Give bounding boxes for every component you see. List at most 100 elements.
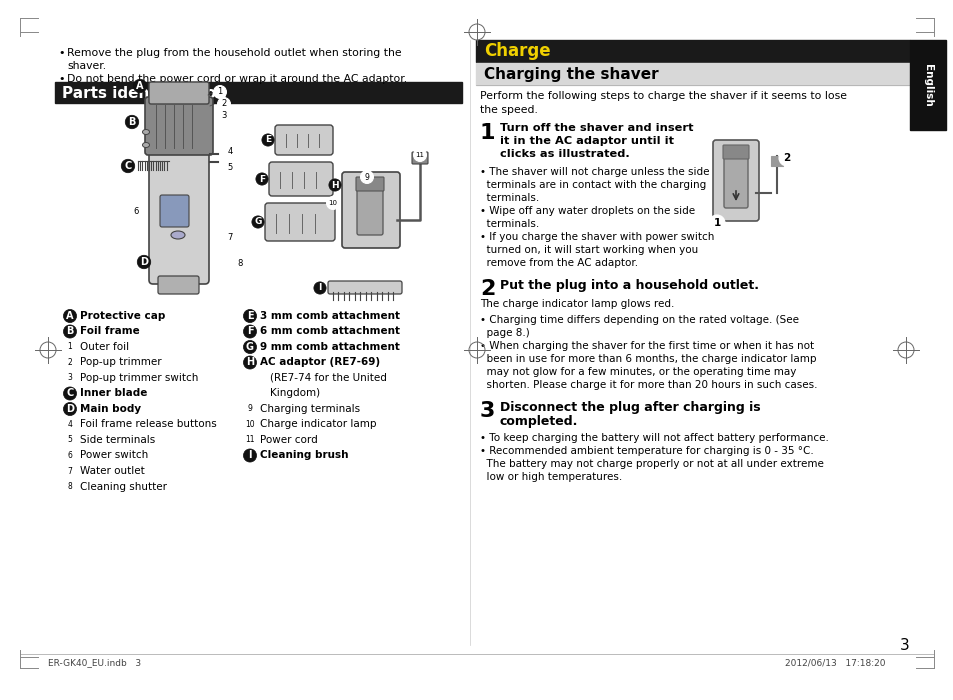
Text: ER-GK40_EU.indb   3: ER-GK40_EU.indb 3 xyxy=(48,659,141,668)
Text: • To keep charging the battery will not affect battery performance.: • To keep charging the battery will not … xyxy=(479,433,828,443)
Text: 5: 5 xyxy=(227,162,233,172)
Text: I: I xyxy=(248,451,252,461)
Text: E: E xyxy=(265,136,271,144)
Text: G: G xyxy=(254,218,261,227)
Bar xyxy=(55,82,461,103)
Text: 6 mm comb attachment: 6 mm comb attachment xyxy=(260,326,399,337)
Circle shape xyxy=(213,85,226,99)
FancyBboxPatch shape xyxy=(341,172,399,248)
Text: C: C xyxy=(124,161,132,171)
Text: 1: 1 xyxy=(713,218,720,228)
Text: 4: 4 xyxy=(68,420,72,429)
Text: completed.: completed. xyxy=(499,415,578,428)
FancyBboxPatch shape xyxy=(149,146,209,284)
FancyBboxPatch shape xyxy=(160,195,189,227)
Text: Remove the plug from the household outlet when storing the: Remove the plug from the household outle… xyxy=(67,48,401,58)
Text: been in use for more than 6 months, the charge indicator lamp: been in use for more than 6 months, the … xyxy=(479,354,816,364)
Ellipse shape xyxy=(171,231,185,239)
Text: Inner blade: Inner blade xyxy=(80,389,147,398)
Text: Charge: Charge xyxy=(483,42,550,60)
Text: Protective cap: Protective cap xyxy=(80,311,165,321)
Circle shape xyxy=(708,215,724,231)
Text: The charge indicator lamp glows red.: The charge indicator lamp glows red. xyxy=(479,299,674,309)
Text: • The shaver will not charge unless the side: • The shaver will not charge unless the … xyxy=(479,167,709,177)
Text: 7: 7 xyxy=(68,466,72,475)
Text: Put the plug into a household outlet.: Put the plug into a household outlet. xyxy=(499,279,759,292)
Circle shape xyxy=(65,450,75,461)
Text: turned on, it will start working when you: turned on, it will start working when yo… xyxy=(479,245,698,255)
Text: 2: 2 xyxy=(782,153,790,163)
Bar xyxy=(770,156,782,166)
Text: 10: 10 xyxy=(245,420,254,429)
Text: F: F xyxy=(247,326,253,337)
Circle shape xyxy=(413,148,426,162)
Circle shape xyxy=(65,372,75,384)
Text: (RE7-74 for the United: (RE7-74 for the United xyxy=(270,373,387,383)
Text: Side terminals: Side terminals xyxy=(80,435,155,445)
Text: 9: 9 xyxy=(364,172,369,181)
FancyBboxPatch shape xyxy=(712,140,759,221)
FancyBboxPatch shape xyxy=(145,97,213,155)
Text: Main body: Main body xyxy=(80,404,141,414)
Text: Cleaning shutter: Cleaning shutter xyxy=(80,482,167,491)
Circle shape xyxy=(65,435,75,445)
Text: •: • xyxy=(58,48,65,58)
Text: D: D xyxy=(66,404,74,414)
Bar xyxy=(909,40,945,130)
Text: Charging the shaver: Charging the shaver xyxy=(483,66,658,81)
Circle shape xyxy=(244,403,255,414)
Circle shape xyxy=(223,146,236,158)
Circle shape xyxy=(65,481,75,492)
FancyBboxPatch shape xyxy=(412,152,428,164)
Circle shape xyxy=(223,160,236,174)
Circle shape xyxy=(244,435,255,445)
Text: Disconnect the plug after charging is: Disconnect the plug after charging is xyxy=(499,401,760,414)
Text: Power switch: Power switch xyxy=(80,451,148,461)
Text: B: B xyxy=(128,117,135,127)
Text: Power cord: Power cord xyxy=(260,435,317,445)
FancyBboxPatch shape xyxy=(274,125,333,155)
Circle shape xyxy=(130,206,142,218)
FancyBboxPatch shape xyxy=(158,276,199,294)
Text: 4: 4 xyxy=(227,148,233,157)
Text: it in the AC adaptor until it: it in the AC adaptor until it xyxy=(499,136,673,146)
Text: 2: 2 xyxy=(68,358,72,367)
Text: low or high temperatures.: low or high temperatures. xyxy=(479,472,621,482)
Text: 9 mm comb attachment: 9 mm comb attachment xyxy=(260,342,399,352)
Text: 8: 8 xyxy=(68,482,72,491)
Bar xyxy=(476,63,909,85)
Circle shape xyxy=(65,342,75,353)
Text: • Wipe off any water droplets on the side: • Wipe off any water droplets on the sid… xyxy=(479,206,695,216)
FancyBboxPatch shape xyxy=(356,183,382,235)
Text: Cleaning brush: Cleaning brush xyxy=(260,451,348,461)
Text: 11: 11 xyxy=(245,435,254,444)
Circle shape xyxy=(360,171,374,183)
Text: 3 mm comb attachment: 3 mm comb attachment xyxy=(260,311,399,321)
Circle shape xyxy=(217,109,231,122)
Text: 3: 3 xyxy=(68,374,72,382)
Text: Outer foil: Outer foil xyxy=(80,342,129,352)
Text: terminals.: terminals. xyxy=(479,219,538,229)
Text: Perform the following steps to charge the shaver if it seems to lose: Perform the following steps to charge th… xyxy=(479,91,846,101)
Text: H: H xyxy=(246,358,253,368)
Text: • If you charge the shaver with power switch: • If you charge the shaver with power sw… xyxy=(479,232,714,242)
Text: • Recommended ambient temperature for charging is 0 - 35 °C.: • Recommended ambient temperature for ch… xyxy=(479,446,813,456)
Ellipse shape xyxy=(142,130,150,134)
Text: Pop-up trimmer: Pop-up trimmer xyxy=(80,358,161,368)
Text: G: G xyxy=(246,342,253,352)
Text: terminals are in contact with the charging: terminals are in contact with the chargi… xyxy=(479,180,705,190)
Circle shape xyxy=(65,466,75,477)
Circle shape xyxy=(223,232,236,244)
Text: F: F xyxy=(258,174,265,183)
Text: 6: 6 xyxy=(68,451,72,460)
Text: 3: 3 xyxy=(479,401,495,421)
Text: A: A xyxy=(136,81,144,91)
Text: page 8.): page 8.) xyxy=(479,328,529,338)
Circle shape xyxy=(65,357,75,368)
FancyBboxPatch shape xyxy=(328,281,401,294)
Text: Foil frame release buttons: Foil frame release buttons xyxy=(80,419,216,430)
Text: • Charging time differs depending on the rated voltage. (See: • Charging time differs depending on the… xyxy=(479,315,799,325)
Text: the speed.: the speed. xyxy=(479,105,537,115)
Text: AC adaptor (RE7-69): AC adaptor (RE7-69) xyxy=(260,358,379,368)
Text: Charging terminals: Charging terminals xyxy=(260,404,359,414)
